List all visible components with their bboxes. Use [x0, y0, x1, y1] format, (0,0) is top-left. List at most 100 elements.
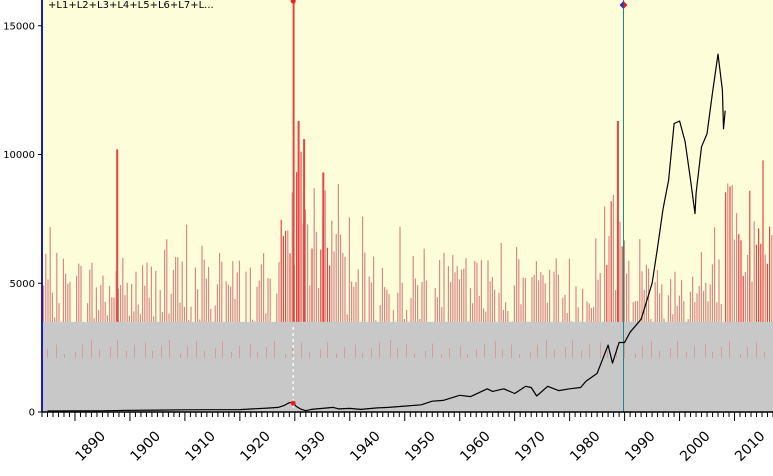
peak-bottom-marker [290, 400, 296, 406]
volume-bar [304, 209, 306, 412]
volume-spike [292, 2, 295, 412]
volume-bar [348, 217, 350, 412]
band-gap [91, 339, 92, 358]
band-gap [371, 348, 372, 358]
volume-bar [769, 226, 771, 412]
volume-bar [313, 188, 315, 412]
volume-spike [616, 121, 619, 412]
band-gap [425, 350, 426, 358]
band-gap [441, 354, 442, 358]
band-gap [250, 343, 251, 358]
volume-spike [322, 172, 325, 412]
volume-spike [116, 149, 119, 412]
x-tick-label: 2010 [732, 428, 769, 465]
volume-bar [307, 224, 309, 412]
band-gap [729, 341, 730, 358]
band-gap [721, 347, 722, 358]
volume-bar [287, 230, 289, 412]
x-tick-label: 1960 [457, 428, 494, 465]
band-gap [484, 343, 485, 358]
x-tick-label: 1980 [567, 428, 604, 465]
band-gap [99, 349, 100, 358]
x-tick-label: 1890 [72, 428, 109, 465]
band-gap [169, 339, 170, 358]
band-gap [301, 342, 302, 358]
band-gap [476, 349, 477, 358]
volume-bar [49, 227, 51, 412]
x-tick-label: 1940 [347, 428, 384, 465]
band-gap [635, 353, 636, 358]
band-gap [187, 345, 188, 358]
volume-bar [612, 194, 614, 412]
band-gap [152, 350, 153, 358]
band-gap [204, 350, 205, 358]
band-gap [145, 342, 146, 358]
band-gap [467, 354, 468, 358]
band-gap [82, 344, 83, 358]
band-gap [495, 341, 496, 358]
band-gap [537, 344, 538, 358]
band-gap [309, 351, 310, 358]
volume-spike [303, 139, 306, 412]
band-gap [502, 349, 503, 358]
band-gap [432, 343, 433, 358]
band-gap [180, 353, 181, 358]
volume-bar [337, 183, 339, 412]
gray-band [42, 321, 773, 412]
volume-bar [362, 216, 364, 412]
band-gap [686, 351, 687, 358]
volume-bar [296, 172, 298, 412]
volume-bar [736, 213, 738, 412]
volume-bar [714, 227, 716, 412]
band-gap [126, 350, 127, 358]
volume-bar [729, 186, 731, 412]
band-gap [379, 342, 380, 358]
gray-band-gaps [47, 339, 765, 358]
band-gap [336, 353, 337, 358]
band-gap [397, 348, 398, 358]
x-tick-label: 1910 [182, 428, 219, 465]
band-gap [110, 347, 111, 358]
band-gap [239, 345, 240, 358]
band-gap [659, 350, 660, 358]
band-gap [764, 351, 765, 358]
band-gap [266, 347, 267, 358]
volume-bar [331, 220, 333, 412]
band-gap [546, 339, 547, 358]
band-gap [285, 354, 286, 358]
band-gap [134, 344, 135, 358]
x-axis-ticks: 1890 1900 1910 1920 1930 1940 1950 1960 1970 1980… [41, 412, 773, 465]
x-tick-label: 1930 [292, 428, 329, 465]
x-tick-label: 1900 [127, 428, 164, 465]
x-tick-label: 2000 [677, 428, 714, 465]
band-gap [292, 347, 293, 358]
band-gap [581, 350, 582, 358]
band-gap [274, 341, 275, 358]
band-gap [740, 354, 741, 358]
x-tick-label: 1970 [512, 428, 549, 465]
y-tick-label: 15000 [3, 21, 35, 32]
band-gap [75, 351, 76, 358]
band-gap [56, 344, 57, 358]
peak-top-marker [290, 0, 296, 4]
band-gap [47, 349, 48, 358]
band-gap [344, 347, 345, 358]
band-gap [414, 353, 415, 358]
band-gap [519, 354, 520, 358]
band-gap [327, 342, 328, 358]
volume-bar [280, 219, 282, 412]
band-gap [511, 344, 512, 358]
band-gap [215, 348, 216, 358]
volume-bar [300, 151, 302, 412]
volume-bar [725, 192, 727, 412]
band-gap [565, 347, 566, 358]
legend-text: +L1+L2+L3+L4+L5+L6+L7+L... [48, 0, 214, 11]
band-gap [64, 354, 65, 358]
band-gap [196, 341, 197, 358]
volume-spike [297, 121, 300, 412]
band-gap [161, 345, 162, 358]
volume-bar [619, 221, 621, 412]
volume-bar [604, 206, 606, 412]
